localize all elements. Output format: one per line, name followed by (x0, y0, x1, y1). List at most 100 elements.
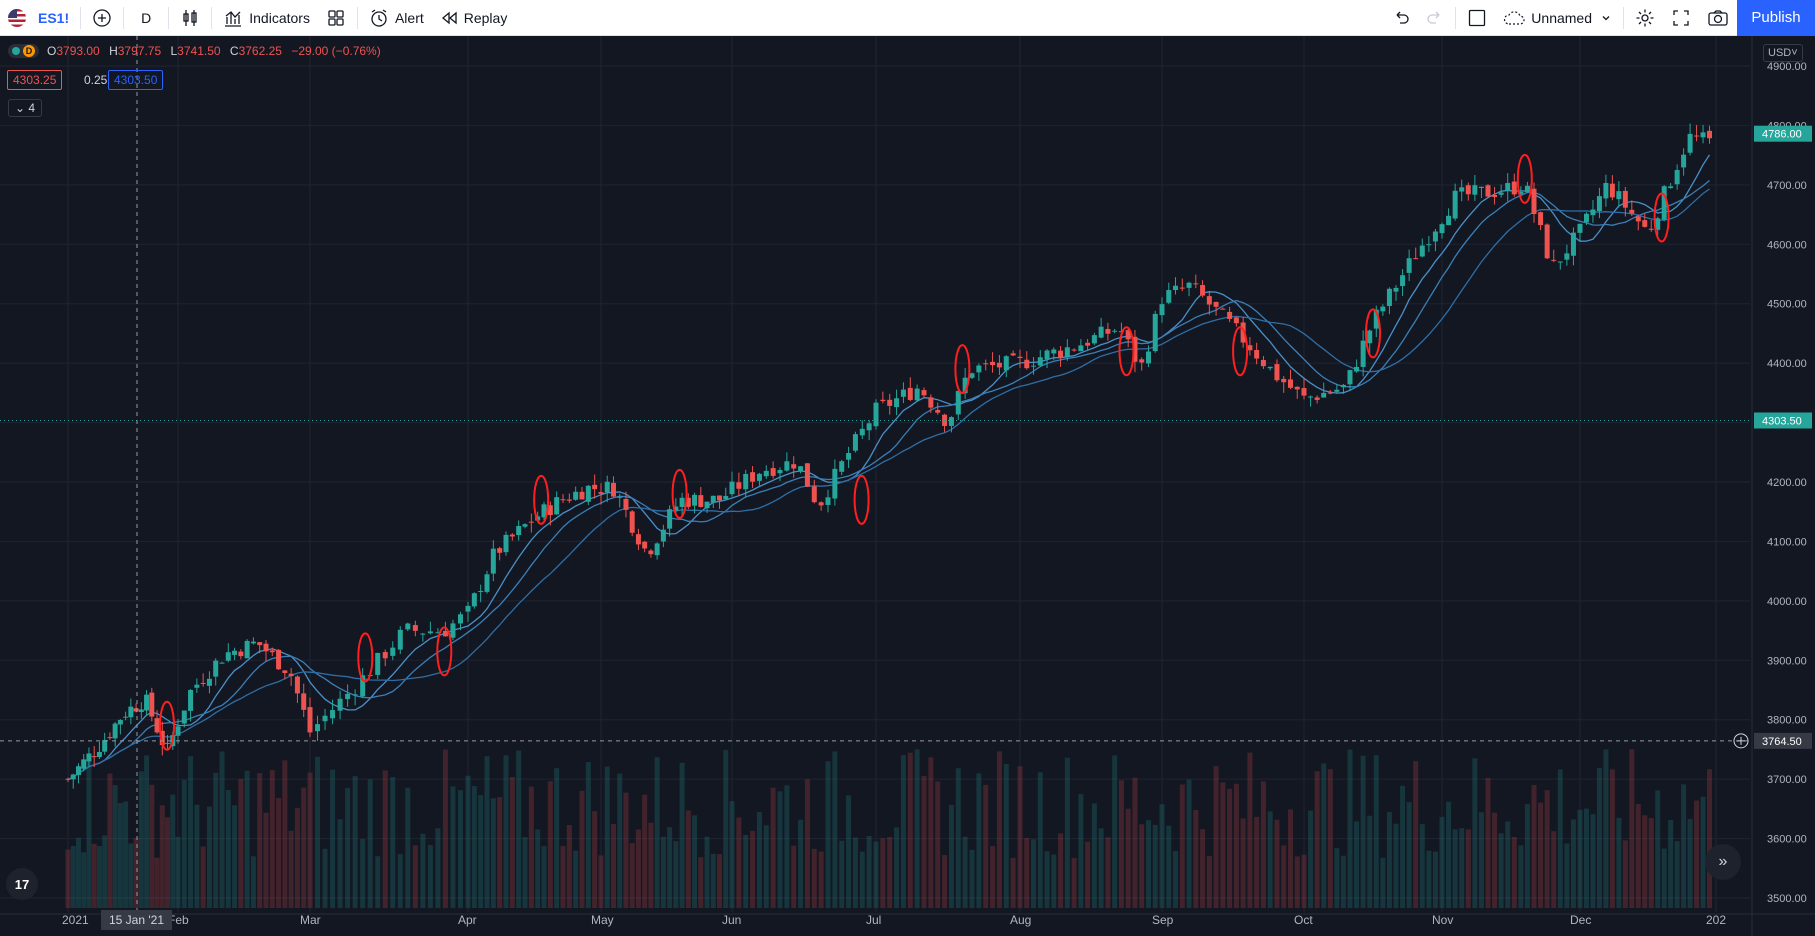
price-tag-bg (1754, 732, 1812, 749)
candle-body (1386, 288, 1392, 307)
candle-body (1340, 384, 1346, 388)
settings-button[interactable] (1627, 0, 1663, 36)
volume-bar (839, 840, 845, 908)
candle-body (1406, 258, 1412, 273)
candle-body (1544, 224, 1550, 259)
candle-body (154, 718, 160, 733)
candle-body (307, 707, 313, 733)
candle-body (629, 511, 635, 533)
volume-bar (846, 795, 852, 908)
market-status-pill[interactable]: D (8, 44, 39, 58)
volume-bar (1524, 804, 1530, 908)
symbol-search[interactable]: ES1! (0, 0, 77, 36)
volume-bar (1058, 833, 1064, 908)
volume-bar (880, 838, 886, 908)
price-axis-tick-label: 4700.00 (1767, 180, 1807, 192)
price-chart[interactable]: 4900.004800.004700.004600.004500.004400.… (0, 36, 1815, 936)
annotation-circle (1118, 326, 1135, 377)
tradingview-logo-icon[interactable]: 17 (6, 868, 38, 900)
volume-bar (560, 845, 566, 908)
volume-bar (288, 830, 294, 908)
snapshot-button[interactable] (1699, 0, 1737, 36)
candle-body (617, 496, 623, 498)
fullscreen-button[interactable] (1663, 0, 1699, 36)
candle-body (123, 716, 129, 718)
volume-bar (206, 806, 212, 908)
candle-body (250, 641, 256, 644)
candle-body (175, 726, 181, 736)
alert-button[interactable]: Alert (361, 0, 432, 36)
indicators-button[interactable]: Indicators (215, 0, 318, 36)
add-alert-plus-icon[interactable] (1733, 733, 1749, 749)
templates-button[interactable] (318, 0, 354, 36)
candle-body (1159, 304, 1165, 316)
candle-body (1327, 392, 1333, 394)
volume-bar (219, 751, 225, 908)
volume-bar (1125, 808, 1131, 908)
time-axis-tick-label: Nov (1432, 913, 1453, 927)
chart-type-button[interactable] (172, 0, 208, 36)
candle-body (1193, 283, 1199, 285)
candle-body (352, 694, 358, 696)
volume-bar (996, 751, 1002, 908)
volume-bar (566, 824, 572, 908)
annotation-circle (1365, 308, 1381, 359)
volume-bar (112, 785, 118, 908)
volume-bar (1681, 784, 1687, 908)
volume-bar (412, 845, 418, 908)
candle-body (107, 737, 113, 739)
volume-bar (128, 843, 134, 908)
sell-price-button[interactable]: 4303.25 (7, 70, 63, 90)
price-axis-tick-label: 3500.00 (1767, 893, 1807, 905)
publish-button[interactable]: Publish (1737, 0, 1815, 36)
candle-body (1287, 379, 1293, 388)
interval-button[interactable]: D (127, 0, 165, 36)
redo-button[interactable] (1418, 0, 1452, 36)
volume-bar (1498, 833, 1504, 908)
volume-bar (1570, 819, 1576, 908)
indicators-collapse-toggle[interactable]: ⌄ 4 (8, 99, 43, 117)
annotation-circle (671, 468, 688, 519)
candle-body (791, 464, 797, 469)
volume-bar (170, 794, 176, 908)
compare-symbol-button[interactable] (84, 0, 120, 36)
volume-bar (516, 750, 522, 908)
scroll-to-realtime-button[interactable]: » (1705, 844, 1741, 880)
volume-bar (935, 781, 941, 908)
volume-bar (1308, 810, 1314, 908)
candle-body (1648, 228, 1654, 230)
layout-name-button[interactable]: Unnamed (1495, 0, 1620, 36)
currency-selector[interactable]: USD˅ (1763, 44, 1803, 62)
candle-body (1538, 212, 1544, 226)
candle-body (770, 468, 776, 476)
candle-body (654, 543, 660, 556)
candle-body (1603, 182, 1609, 199)
volume-bar (894, 827, 900, 908)
candle-body (1524, 185, 1530, 193)
candle-body (1583, 213, 1589, 223)
volume-bar (798, 819, 804, 908)
moving-average-line (67, 188, 1710, 780)
volume-bar (914, 749, 920, 908)
volume-bar (1105, 837, 1111, 908)
chart-pane[interactable]: 4900.004800.004700.004600.004500.004400.… (0, 36, 1815, 936)
volume-bar (1010, 857, 1016, 908)
candle-body (232, 650, 238, 655)
candle-body (1132, 336, 1138, 362)
volume-bar (1003, 763, 1009, 908)
buy-price-button[interactable]: 4303.50 (108, 70, 164, 90)
volume-bar (133, 838, 139, 908)
candle-body (1213, 301, 1219, 307)
candle-body (181, 710, 187, 724)
undo-button[interactable] (1384, 0, 1418, 36)
candle-body (1557, 261, 1563, 263)
volume-bar (1694, 800, 1700, 908)
candle-body (1314, 397, 1320, 400)
volume-bar (811, 848, 817, 908)
time-axis-tick-label: Apr (458, 913, 477, 927)
replay-button[interactable]: Replay (432, 0, 516, 36)
volume-bar (1152, 824, 1158, 908)
select-layout-button[interactable] (1459, 0, 1495, 36)
volume-bar (770, 787, 776, 908)
volume-bar (750, 830, 756, 908)
